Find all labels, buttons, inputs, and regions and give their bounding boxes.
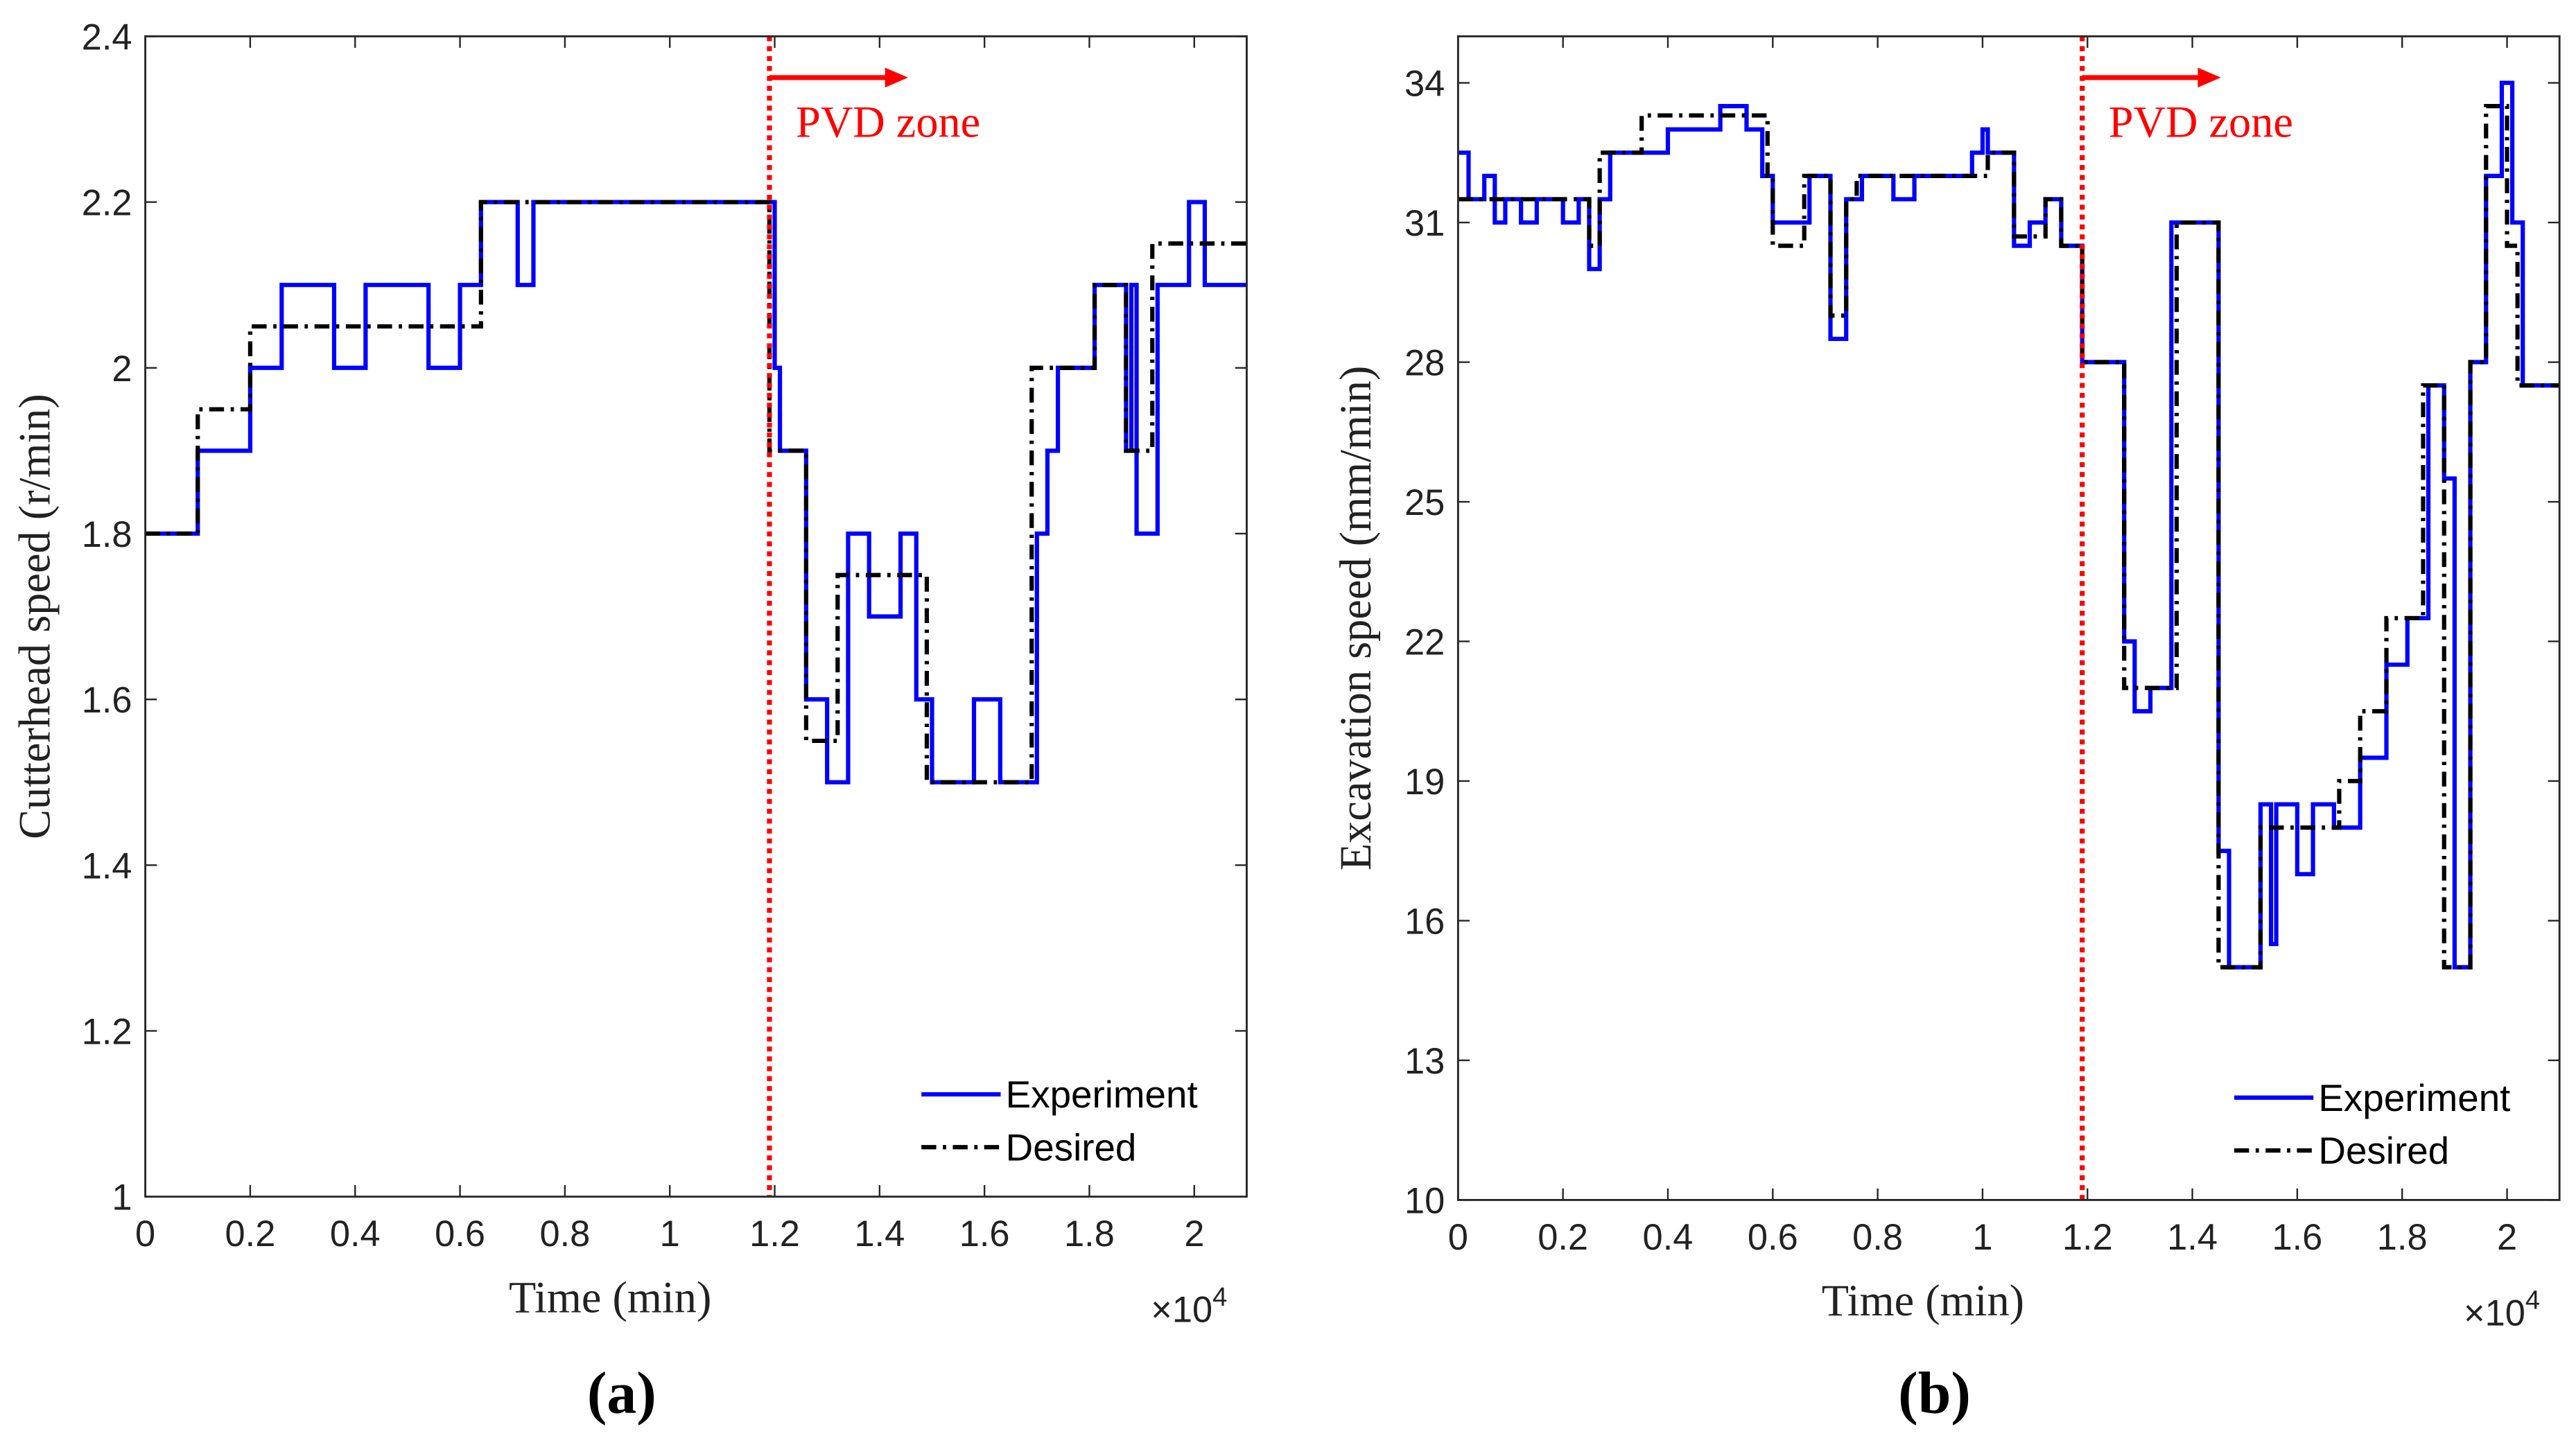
x-tick-label: 1.4 — [2167, 1218, 2218, 1258]
plot-area — [145, 36, 1247, 1197]
y-axis-label: Excavation speed (mm/min) — [1331, 366, 1380, 870]
y-tick-label: 25 — [1404, 483, 1445, 523]
x-tick-label: 0.6 — [1748, 1218, 1798, 1258]
y-tick-label: 1.2 — [82, 1013, 132, 1053]
x-tick-label: 0.8 — [1852, 1218, 1903, 1258]
x-tick-label: 0.6 — [435, 1214, 485, 1254]
y-tick-label: 13 — [1404, 1042, 1445, 1082]
data-line — [1458, 80, 2560, 970]
axes-box — [1456, 35, 2561, 1201]
x-tick-label: 0 — [1448, 1218, 1468, 1258]
x-tick-label: 1.6 — [2272, 1218, 2322, 1258]
pvd-arrowhead — [885, 67, 909, 88]
x-multiplier-base: ×10 — [2464, 1293, 2525, 1333]
x-tick-label: 0.2 — [225, 1214, 276, 1254]
x-axis-label: Time (min) — [1822, 1276, 2024, 1325]
y-tick-label: 10 — [1404, 1181, 1445, 1221]
x-tick-label: 1.8 — [1064, 1214, 1115, 1254]
panel-label: (a) — [587, 1360, 656, 1426]
legend-label: Desired — [2318, 1129, 2449, 1172]
x-tick-label: 1 — [660, 1214, 680, 1254]
legend-label: Desired — [1006, 1126, 1137, 1168]
y-tick-label: 1 — [112, 1178, 132, 1218]
y-tick-label: 2 — [112, 349, 132, 389]
y-tick-label: 31 — [1404, 204, 1445, 244]
x-tick-label: 1.2 — [749, 1214, 800, 1254]
panel-label: (b) — [1898, 1360, 1971, 1426]
y-tick-label: 16 — [1404, 902, 1445, 943]
plot-area — [1458, 36, 2560, 1200]
x-tick-label: 1.6 — [959, 1214, 1010, 1254]
x-tick-label: 2 — [1184, 1214, 1204, 1254]
y-tick-label: 1.4 — [82, 846, 132, 886]
y-tick-label: 22 — [1404, 623, 1445, 663]
x-tick-label: 0.4 — [1643, 1218, 1694, 1258]
y-tick-label: 2.2 — [82, 184, 132, 224]
y-tick-label: 1.8 — [82, 515, 132, 555]
x-tick-label: 0.8 — [539, 1214, 590, 1254]
x-tick-label: 1 — [1972, 1218, 1992, 1258]
y-tick-label: 2.4 — [82, 17, 132, 58]
y-tick-label: 19 — [1404, 762, 1445, 803]
x-tick-label: 1.8 — [2377, 1218, 2428, 1258]
legend-label: Experiment — [2318, 1076, 2510, 1119]
x-multiplier: ×104 — [2464, 1286, 2540, 1334]
legend-label: Experiment — [1006, 1073, 1198, 1116]
x-axis-label: Time (min) — [509, 1272, 711, 1322]
x-tick-label: 0.4 — [330, 1214, 381, 1254]
x-multiplier-exponent: 4 — [1212, 1283, 1227, 1312]
pvd-label: PVD zone — [796, 98, 980, 147]
y-axis-label: Cutterhead speed (r/min) — [10, 394, 59, 839]
x-tick-label: 1.2 — [2062, 1218, 2113, 1258]
data-line — [145, 200, 1247, 785]
x-tick-label: 0.2 — [1538, 1218, 1588, 1258]
y-tick-label: 34 — [1404, 64, 1445, 105]
x-multiplier: ×104 — [1151, 1283, 1227, 1331]
axes-box — [144, 35, 1248, 1198]
y-tick-label: 1.6 — [82, 681, 132, 721]
pvd-arrowhead — [2198, 67, 2221, 88]
x-tick-label: 1.4 — [854, 1214, 905, 1254]
x-tick-label: 0 — [135, 1214, 155, 1254]
x-tick-label: 2 — [2497, 1218, 2517, 1258]
x-multiplier-base: ×10 — [1151, 1290, 1212, 1331]
pvd-label: PVD zone — [2109, 98, 2293, 147]
y-tick-label: 28 — [1404, 344, 1445, 384]
x-multiplier-exponent: 4 — [2525, 1286, 2540, 1315]
